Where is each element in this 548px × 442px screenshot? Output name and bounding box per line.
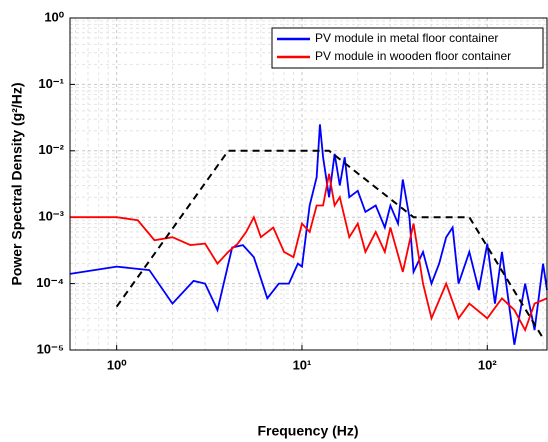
series-line: [70, 173, 548, 333]
plot-frame: [69, 17, 548, 351]
series-line: [69, 124, 548, 345]
y-tick-label: 10⁻¹: [38, 76, 64, 91]
legend-label: PV module in metal floor container: [315, 31, 498, 45]
x-axis-label: Frequency (Hz): [257, 423, 358, 439]
legend-label: PV module in wooden floor container: [315, 49, 511, 63]
y-tick-label: 10⁰: [44, 9, 64, 24]
y-axis-label: Power Spectral Density (g²/Hz): [9, 82, 25, 285]
y-tick-label: 10⁻⁵: [37, 341, 64, 356]
series-line: [115, 149, 544, 339]
y-tick-label: 10⁻³: [38, 209, 64, 224]
x-tick-label: 10²: [478, 357, 497, 372]
x-tick-label: 10¹: [293, 357, 312, 372]
legend-box: [271, 27, 544, 69]
y-tick-label: 10⁻⁴: [36, 275, 64, 290]
x-tick-label: 10⁰: [107, 357, 127, 372]
y-tick-label: 10⁻²: [38, 142, 64, 157]
